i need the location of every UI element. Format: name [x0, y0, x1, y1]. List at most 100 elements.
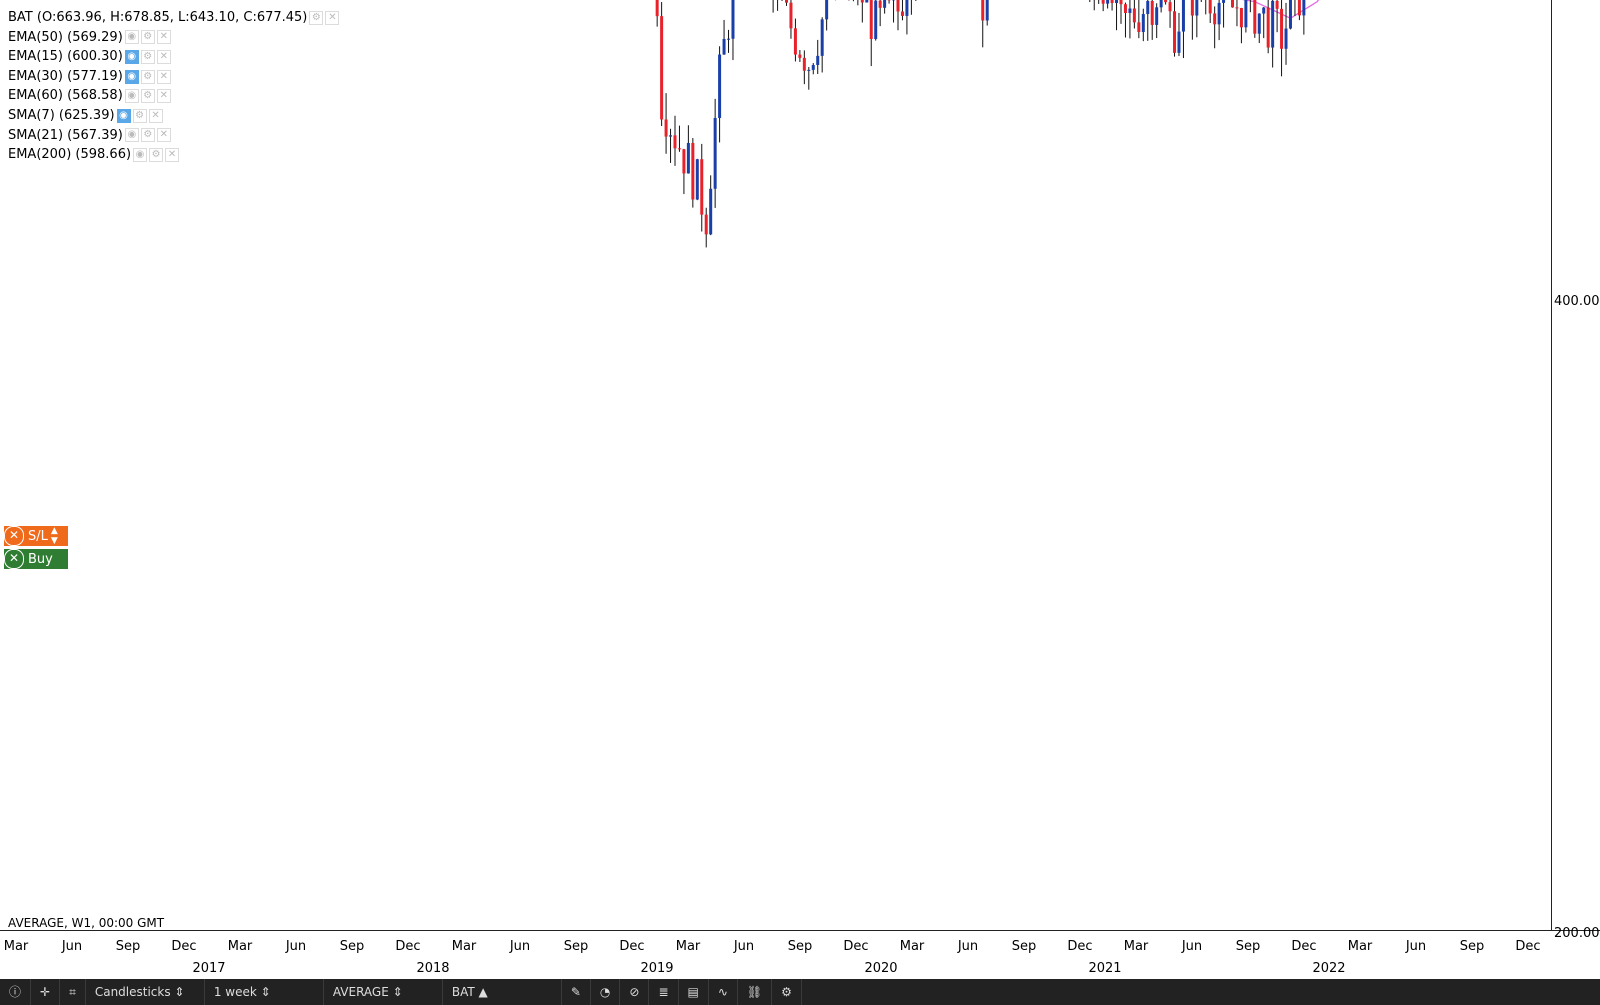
symbol-ohlc-text: BAT (O:663.96, H:678.85, L:643.10, C:677…	[8, 10, 308, 25]
candle-body	[1195, 0, 1199, 16]
magnet-icon[interactable]: ◔	[591, 979, 621, 1005]
candle-body	[1132, 8, 1136, 23]
eye-icon[interactable]: ◉	[116, 108, 131, 123]
month-tick-label: Mar	[228, 939, 253, 954]
candle-body	[1119, 0, 1123, 5]
close-icon[interactable]: ✕	[156, 69, 171, 84]
close-icon[interactable]: ✕	[325, 10, 340, 25]
candle-body	[682, 149, 686, 174]
crosshair-icon[interactable]: ✛	[31, 979, 61, 1005]
chart-type-value: Candlesticks	[94, 985, 171, 999]
candle-body	[1141, 14, 1145, 33]
candle-body	[1280, 8, 1284, 49]
candle-body	[691, 142, 695, 200]
settings-icon[interactable]: ⚙	[309, 10, 324, 25]
chart-info-note: AVERAGE, W1, 00:00 GMT	[8, 916, 164, 930]
month-tick-label: Mar	[676, 939, 701, 954]
price-type-value: AVERAGE	[332, 985, 389, 999]
candle-body	[1239, 8, 1243, 28]
month-tick-label: Mar	[1348, 939, 1373, 954]
chart-legend: BAT (O:663.96, H:678.85, L:643.10, C:677…	[8, 8, 340, 165]
candle-body	[865, 0, 869, 3]
candle-body	[789, 2, 793, 29]
stepper-icon[interactable]: ▲ ▼	[50, 526, 58, 546]
candle-body	[905, 0, 909, 16]
price-tick-label: 200.00	[1554, 926, 1600, 941]
info-icon[interactable]: ⓘ	[0, 979, 32, 1005]
month-tick-label: Sep	[1012, 939, 1037, 954]
candle-body	[1128, 8, 1132, 14]
indicator-icon[interactable]: ∿	[709, 979, 738, 1005]
settings-icon[interactable]: ⚙	[149, 147, 164, 162]
candle-body	[695, 159, 699, 200]
month-tick-label: Jun	[509, 939, 530, 954]
candle-body	[900, 11, 904, 16]
price-type-select[interactable]: AVERAGE ⇕	[324, 979, 443, 1005]
candle-body	[878, 0, 882, 8]
eye-icon[interactable]: ◉	[124, 49, 139, 64]
crop-icon[interactable]: ⌗	[60, 979, 86, 1005]
candle-body	[1159, 0, 1163, 8]
candle-body	[1266, 7, 1270, 48]
candle-body	[896, 0, 900, 12]
candle-body	[798, 54, 802, 58]
candle-body	[1217, 2, 1221, 25]
settings-icon[interactable]: ⚙	[140, 30, 155, 45]
close-icon[interactable]: ✕	[4, 549, 24, 569]
settings-icon[interactable]: ⚙	[140, 69, 155, 84]
layers-icon[interactable]: ▤	[679, 979, 709, 1005]
candle-body	[1164, 0, 1168, 3]
month-tick-label: Dec	[843, 939, 868, 954]
candle-body	[981, 0, 985, 21]
fib-icon[interactable]: ≣	[649, 979, 679, 1005]
eye-icon[interactable]: ◉	[133, 147, 148, 162]
close-icon[interactable]: ✕	[156, 49, 171, 64]
settings-icon[interactable]: ⚙	[140, 128, 155, 143]
timeframe-select[interactable]: 1 week ⇕	[205, 979, 324, 1005]
pencil-icon[interactable]: ✎	[562, 979, 591, 1005]
month-tick-label: Jun	[285, 939, 306, 954]
eye-icon[interactable]: ◉	[124, 69, 139, 84]
link-icon[interactable]: ⛓	[738, 979, 773, 1005]
candle-body	[1137, 22, 1141, 33]
close-icon[interactable]: ✕	[156, 30, 171, 45]
candle-body	[1168, 2, 1172, 12]
buy-order-tag[interactable]: ✕ Buy	[4, 549, 68, 569]
close-icon[interactable]: ✕	[148, 108, 163, 123]
stop-loss-tag[interactable]: ✕ S/L ▲ ▼	[4, 526, 68, 546]
month-tick-label: Sep	[116, 939, 141, 954]
candle-body	[1181, 0, 1185, 32]
candle-body	[1155, 7, 1159, 25]
candle-body	[1173, 11, 1177, 53]
candle-body	[816, 55, 820, 65]
candle-body	[874, 0, 878, 39]
indicator-label: EMA(30) (577.19)	[8, 68, 123, 84]
eye-icon[interactable]: ◉	[124, 30, 139, 45]
close-icon[interactable]: ✕	[156, 128, 171, 143]
candle-body	[793, 28, 797, 55]
candle-body	[1110, 0, 1114, 4]
eye-icon[interactable]: ◉	[124, 128, 139, 143]
plot-area	[0, 0, 1552, 930]
close-icon[interactable]: ✕	[165, 147, 180, 162]
chart-type-select[interactable]: Candlesticks ⇕	[86, 979, 205, 1005]
eye-icon[interactable]: ◉	[124, 89, 139, 104]
candle-body	[985, 0, 989, 21]
close-icon[interactable]: ✕	[156, 89, 171, 104]
year-tick-label: 2017	[192, 961, 225, 976]
gear-icon[interactable]: ⚙	[772, 979, 802, 1005]
month-tick-label: Sep	[1460, 939, 1485, 954]
settings-icon[interactable]: ⚙	[140, 89, 155, 104]
price-tick-label: 400.00	[1554, 294, 1600, 309]
symbol-select[interactable]: BAT ▲	[443, 979, 562, 1005]
settings-icon[interactable]: ⚙	[132, 108, 147, 123]
candle-body	[1297, 0, 1301, 16]
settings-icon[interactable]: ⚙	[140, 49, 155, 64]
candle-body	[1115, 0, 1119, 4]
candle-body	[713, 117, 717, 189]
stop-loss-label: S/L	[28, 528, 48, 544]
close-icon[interactable]: ✕	[4, 526, 24, 546]
hide-icon[interactable]: ⊘	[620, 979, 650, 1005]
indicator-row: EMA(15) (600.30) ◉ ⚙ ✕	[8, 47, 339, 67]
